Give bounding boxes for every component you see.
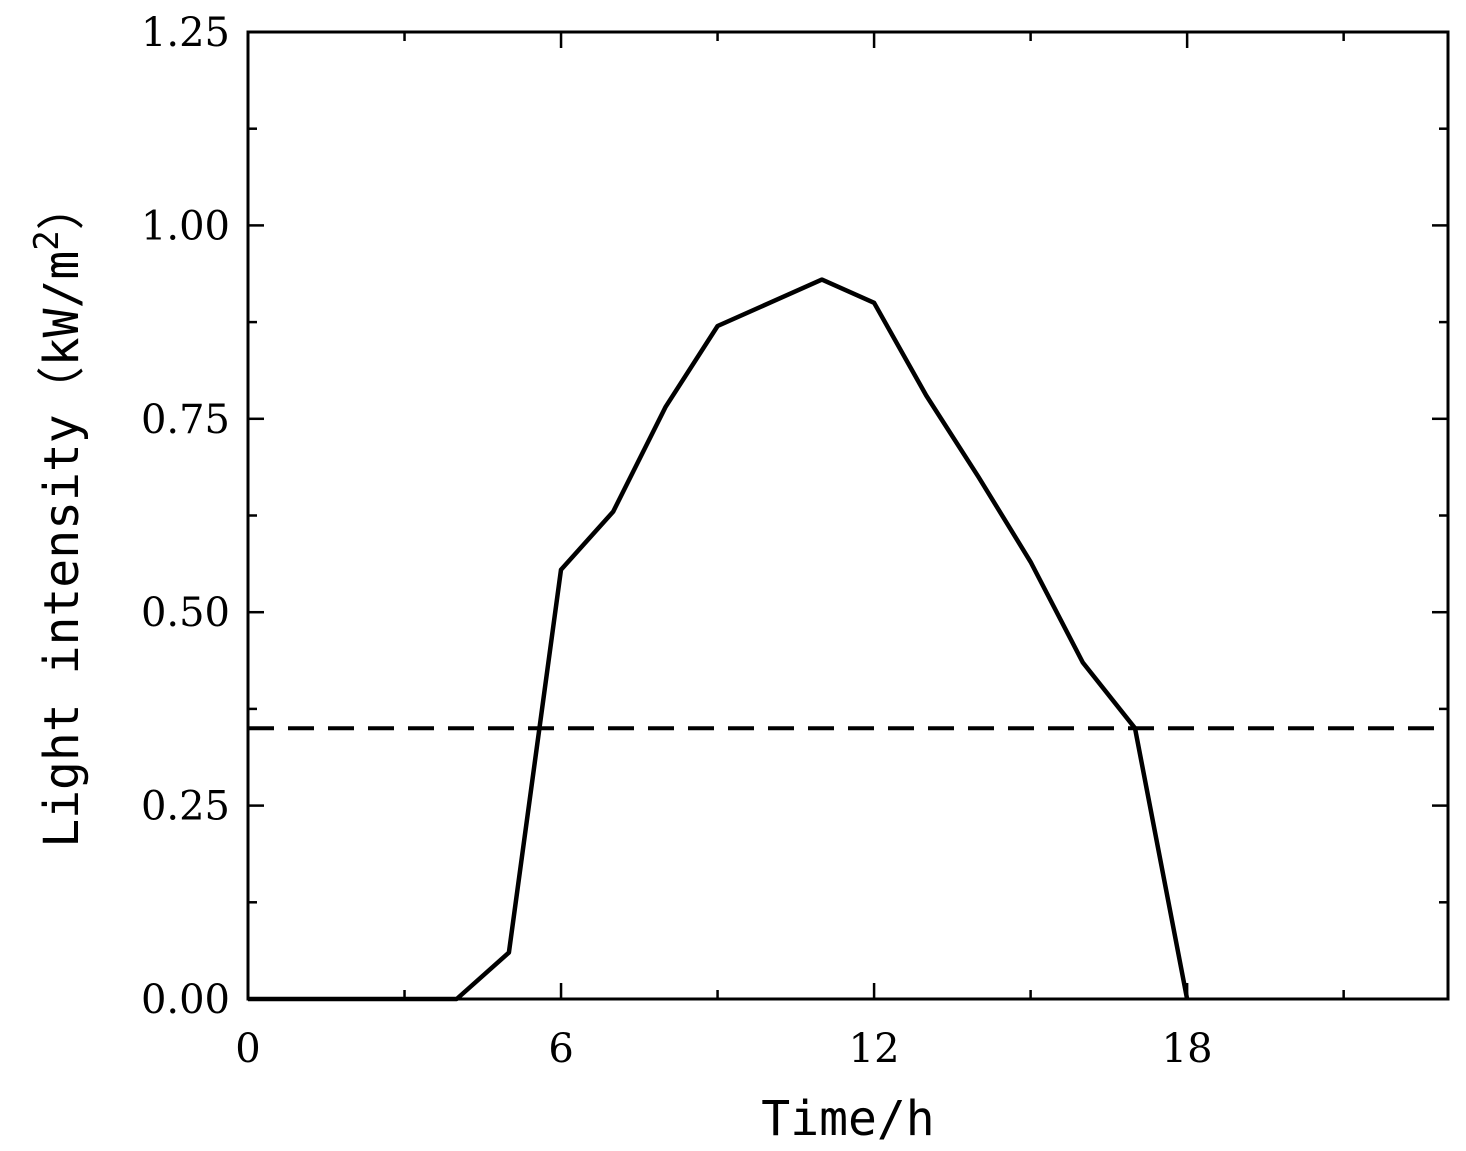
plot-frame bbox=[246, 30, 1450, 1001]
y-tick-label: 0.25 bbox=[141, 784, 230, 830]
series-line bbox=[248, 277, 1190, 1002]
y-axis-title-main: Light intensity（kW/m bbox=[34, 251, 90, 848]
y-axis-title-close: ） bbox=[34, 182, 90, 230]
x-axis-title: Time/h bbox=[761, 1091, 934, 1147]
y-axis-title: Light intensity（kW/m2） bbox=[27, 182, 90, 848]
x-tick-label: 0 bbox=[235, 1026, 260, 1072]
x-tick-label: 18 bbox=[1162, 1026, 1213, 1072]
y-tick-label: 0.50 bbox=[141, 590, 230, 636]
y-tick-label: 0.75 bbox=[141, 397, 230, 443]
tick-labels: 0 6 12 18 0.00 0.25 0.50 0.75 1.00 1.25 bbox=[141, 10, 1213, 1072]
y-tick-label: 1.25 bbox=[141, 10, 230, 56]
x-tick-label: 6 bbox=[548, 1026, 573, 1072]
y-tick-label: 1.00 bbox=[141, 203, 230, 249]
y-axis-title-superscript: 2 bbox=[27, 230, 67, 250]
series-group bbox=[248, 277, 1190, 1002]
axis-ticks bbox=[246, 30, 1448, 1001]
x-tick-label: 12 bbox=[849, 1026, 900, 1072]
y-tick-label: 0.00 bbox=[141, 977, 230, 1023]
